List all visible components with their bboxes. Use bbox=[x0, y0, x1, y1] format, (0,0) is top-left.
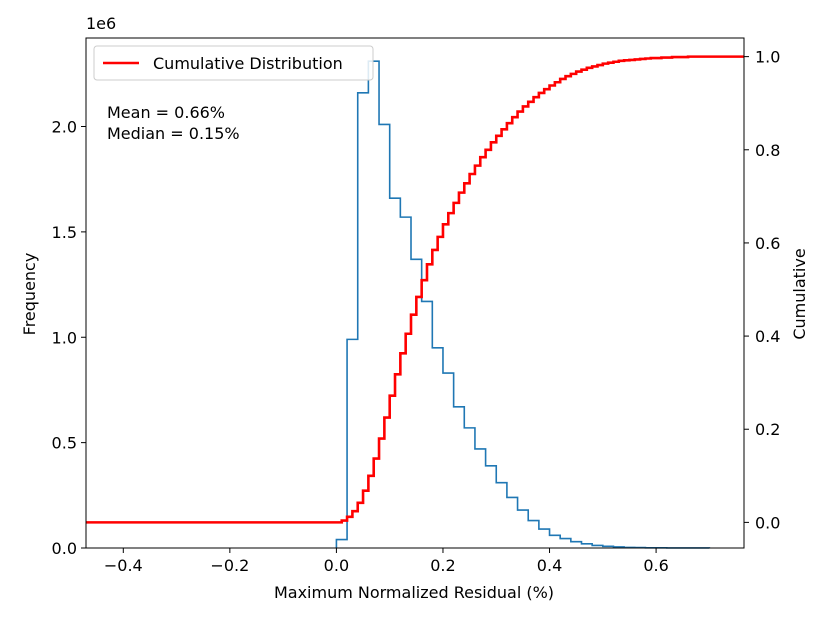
y2-tick-label: 0.0 bbox=[755, 513, 780, 532]
y-tick-label: 1.5 bbox=[52, 223, 77, 242]
y2-tick-label: 0.2 bbox=[755, 420, 780, 439]
y-tick-label: 0.0 bbox=[52, 539, 77, 558]
histogram-bar bbox=[475, 449, 486, 548]
histogram-bar bbox=[336, 540, 347, 548]
histogram-bar bbox=[379, 124, 390, 548]
histogram-bar bbox=[358, 93, 369, 548]
histogram-bar bbox=[400, 217, 411, 548]
cumulative-line bbox=[86, 55, 744, 524]
x-tick-label: −0.4 bbox=[104, 556, 143, 575]
legend-box bbox=[93, 45, 374, 81]
histogram-bar bbox=[432, 348, 443, 548]
y-tick-label: 1.0 bbox=[52, 328, 77, 347]
y2-tick-label: 0.8 bbox=[755, 141, 780, 160]
histogram-bar bbox=[550, 535, 561, 548]
histogram-bar bbox=[581, 544, 592, 548]
histogram-bar bbox=[496, 483, 507, 548]
x-tick-label: −0.2 bbox=[210, 556, 249, 575]
y-tick-label: 2.0 bbox=[52, 118, 77, 137]
median-annotation: Median = 0.15% bbox=[107, 124, 240, 143]
histogram-bar bbox=[528, 521, 539, 548]
histogram-bar bbox=[443, 373, 454, 548]
y2-tick-label: 1.0 bbox=[755, 48, 780, 67]
x-axis-label: Maximum Normalized Residual (%) bbox=[274, 583, 554, 602]
histogram-bar bbox=[422, 301, 433, 548]
histogram-bar bbox=[518, 510, 529, 548]
histogram-bar bbox=[539, 529, 550, 548]
legend-label: Cumulative Distribution bbox=[153, 54, 343, 73]
y2-tick-label: 0.6 bbox=[755, 234, 780, 253]
histogram-bar bbox=[454, 407, 465, 548]
y2-axis-label: Cumulative bbox=[790, 248, 809, 339]
y2-tick-label: 0.4 bbox=[755, 327, 780, 346]
histogram-bar bbox=[560, 539, 571, 548]
x-tick-label: 0.6 bbox=[643, 556, 668, 575]
y-tick-label: 0.5 bbox=[52, 434, 77, 453]
histogram-bar bbox=[571, 542, 582, 548]
histogram-bar bbox=[464, 428, 475, 548]
x-tick-label: 0.0 bbox=[324, 556, 349, 575]
histogram-bar bbox=[486, 466, 497, 548]
x-tick-label: 0.2 bbox=[430, 556, 455, 575]
y-axis-label: Frequency bbox=[20, 253, 39, 336]
plot-frame bbox=[85, 37, 745, 549]
axes: −0.4 −0.2 0.0 0.2 0.4 0.6 0.0 0.5 1.0 1.5 2.0 0.0 0.… bbox=[52, 37, 780, 575]
y-offset-label: 1e6 bbox=[86, 14, 116, 33]
legend: Cumulative Distribution bbox=[93, 45, 374, 81]
histogram-bar bbox=[507, 497, 518, 548]
mean-annotation: Mean = 0.66% bbox=[107, 103, 225, 122]
x-tick-label: 0.4 bbox=[537, 556, 562, 575]
